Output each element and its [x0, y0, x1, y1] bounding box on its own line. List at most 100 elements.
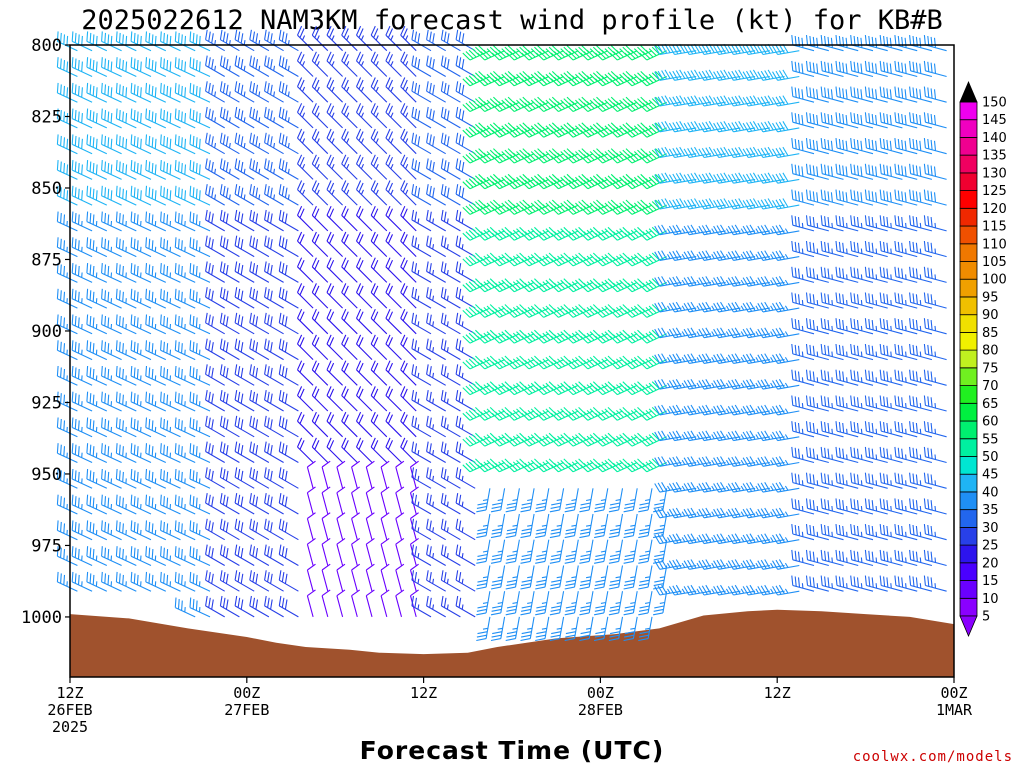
wind-barb	[341, 103, 358, 129]
wind-barb	[115, 288, 137, 309]
wind-barb	[264, 338, 284, 361]
wind-barb	[400, 437, 417, 463]
wind-barb	[757, 507, 785, 519]
wind-barb	[772, 301, 800, 313]
wind-barb	[296, 25, 314, 52]
wind-barb	[909, 215, 933, 232]
wind-barb	[160, 520, 181, 541]
wind-barb	[440, 467, 461, 489]
wind-barb	[278, 261, 299, 283]
colorbar-label: 65	[982, 397, 999, 412]
wind-barb	[278, 312, 299, 335]
wind-barb	[426, 467, 446, 489]
wind-barb	[278, 235, 299, 258]
wind-barb	[683, 430, 711, 442]
wind-barb	[654, 250, 682, 261]
wind-barb	[440, 415, 461, 438]
wind-barb	[742, 250, 770, 261]
y-tick-label: 1000	[21, 608, 62, 628]
wind-barb	[101, 31, 122, 52]
wind-barb	[638, 513, 653, 539]
wind-barb	[56, 546, 78, 566]
wind-barb	[174, 185, 196, 206]
wind-barb	[189, 263, 211, 283]
wind-barb	[370, 386, 388, 412]
wind-barb	[462, 407, 491, 421]
wind-barb	[56, 571, 78, 592]
wind-barb	[727, 507, 756, 519]
wind-barb	[189, 288, 211, 309]
wind-barb	[535, 539, 550, 564]
wind-barb	[395, 512, 405, 540]
wind-barb	[791, 498, 815, 515]
wind-barb	[385, 360, 402, 386]
wind-barb	[894, 318, 918, 335]
wind-barb	[805, 524, 829, 541]
wind-barb	[130, 340, 152, 361]
wind-barb	[264, 209, 284, 232]
wind-barb	[115, 494, 137, 515]
wind-barb	[894, 112, 918, 129]
wind-barb	[130, 314, 152, 335]
wind-barb	[355, 77, 373, 103]
colorbar-swatch	[959, 190, 978, 209]
colorbar-label: 50	[982, 450, 999, 465]
wind-barb	[654, 584, 682, 596]
wind-barb	[668, 559, 697, 570]
wind-barb	[835, 86, 859, 103]
wind-barb	[742, 198, 770, 210]
wind-barb	[455, 81, 476, 103]
wind-barb	[278, 364, 299, 386]
colorbar-label: 90	[982, 308, 999, 323]
wind-barb	[278, 338, 299, 361]
wind-barb	[455, 287, 476, 309]
wind-barb	[400, 334, 417, 360]
wind-barb	[668, 224, 697, 236]
wind-barb	[409, 460, 419, 489]
wind-barb	[219, 261, 240, 283]
wind-barb	[174, 31, 196, 52]
wind-barb	[71, 494, 93, 515]
wind-barb	[115, 82, 137, 103]
wind-barb	[923, 498, 947, 515]
wind-barb	[205, 209, 225, 232]
wind-barb	[835, 60, 859, 78]
wind-barb	[683, 507, 711, 519]
wind-barb	[145, 417, 167, 438]
wind-barb	[145, 82, 167, 103]
wind-barb	[879, 163, 903, 180]
wind-barb	[101, 571, 122, 592]
colorbar: 5 10 15 20 25 30 35 40 45 50 55 60 65 70 75 80 85 90 95 100…	[959, 80, 1007, 638]
wind-barb	[326, 77, 343, 103]
wind-barb	[296, 231, 314, 257]
colorbar-swatch	[959, 261, 978, 280]
wind-barb	[879, 369, 903, 386]
wind-barb	[440, 261, 461, 283]
wind-barb	[395, 589, 405, 618]
wind-barb	[668, 276, 697, 287]
wind-barb	[698, 121, 726, 133]
wind-barb	[757, 559, 785, 570]
wind-barb	[909, 163, 933, 180]
wind-barb	[205, 106, 225, 129]
wind-barb	[219, 106, 240, 129]
wind-barb	[909, 318, 933, 335]
wind-barb	[86, 31, 108, 52]
wind-barb	[355, 308, 373, 335]
wind-barb	[835, 395, 859, 412]
wind-barb	[400, 154, 417, 180]
wind-barb	[411, 184, 432, 206]
wind-barb	[130, 365, 152, 386]
wind-barb	[805, 35, 829, 52]
wind-barb	[455, 132, 476, 155]
wind-barb	[757, 456, 785, 467]
wind-barb	[409, 486, 419, 515]
colorbar-label: 85	[982, 326, 999, 341]
wind-barb	[683, 482, 711, 493]
wind-barb	[86, 288, 108, 309]
wind-barb	[56, 57, 78, 77]
wind-barb	[805, 292, 829, 309]
wind-barb	[380, 460, 390, 489]
wind-barb	[879, 189, 903, 206]
wind-barb	[365, 460, 375, 489]
